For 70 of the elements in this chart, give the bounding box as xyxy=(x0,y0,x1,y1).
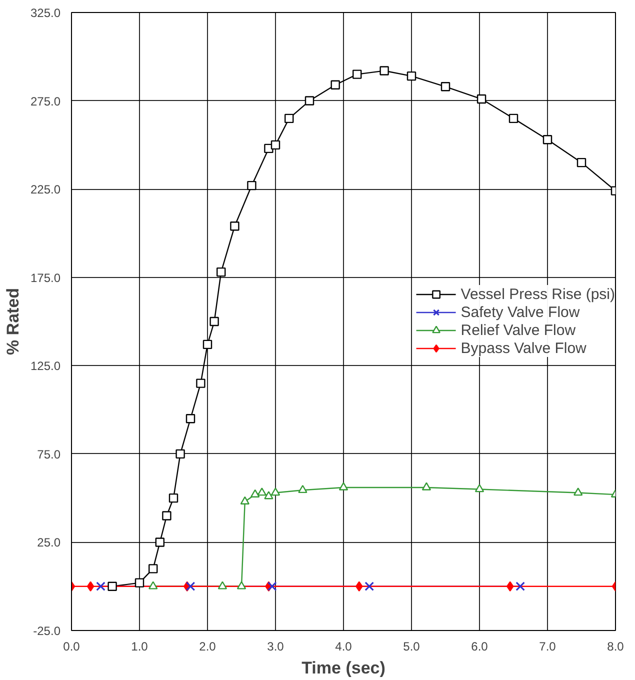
y-tick-label: 325.0 xyxy=(30,6,61,20)
point xyxy=(134,578,144,588)
point xyxy=(148,581,158,590)
legend-label: Safety Valve Flow xyxy=(460,303,580,321)
legend-label: Vessel Press Rise (psi) xyxy=(460,285,615,303)
point xyxy=(338,482,348,490)
point xyxy=(440,82,450,92)
x-tick-label: 2.0 xyxy=(199,640,216,654)
y-tick-label: 225.0 xyxy=(30,182,61,197)
legend-label: Relief Valve Flow xyxy=(460,321,576,339)
point xyxy=(542,135,552,144)
x-tick-label: 5.0 xyxy=(403,640,420,654)
point xyxy=(196,378,206,388)
y-tick-label: 125.0 xyxy=(30,359,61,374)
point xyxy=(202,340,212,350)
point xyxy=(250,489,260,498)
point xyxy=(264,491,274,500)
point xyxy=(508,114,518,124)
point xyxy=(218,581,228,590)
point xyxy=(284,114,294,124)
point xyxy=(168,493,178,503)
point xyxy=(162,511,172,520)
point xyxy=(516,582,525,592)
point xyxy=(216,267,226,277)
point xyxy=(270,488,280,496)
point xyxy=(148,564,158,574)
point xyxy=(304,96,314,106)
point xyxy=(96,582,106,592)
point xyxy=(330,80,340,90)
point xyxy=(240,496,250,505)
point xyxy=(406,71,416,81)
point xyxy=(247,180,256,190)
point xyxy=(257,488,266,496)
point xyxy=(155,538,164,547)
y-tick-label: 175.0 xyxy=(30,270,61,285)
point xyxy=(86,581,94,592)
point xyxy=(474,484,484,492)
point xyxy=(422,482,432,490)
x-axis-title: Time (sec) xyxy=(302,658,386,678)
point xyxy=(506,581,514,592)
point xyxy=(352,70,362,79)
point xyxy=(210,316,219,326)
point xyxy=(176,449,185,459)
point xyxy=(230,222,240,231)
y-tick-label: 75.0 xyxy=(37,447,61,462)
point xyxy=(298,484,308,494)
point xyxy=(186,414,196,424)
x-tick-label: 8.0 xyxy=(607,640,624,654)
point xyxy=(186,582,196,592)
y-tick-label: 25.0 xyxy=(37,536,61,550)
y-tick-label: 275.0 xyxy=(30,94,61,108)
y-axis-title: % Rated xyxy=(3,288,22,356)
point xyxy=(574,488,583,496)
x-tick-label: 6.0 xyxy=(471,640,488,654)
x-tick-label: 4.0 xyxy=(335,640,352,654)
point xyxy=(236,581,246,590)
point xyxy=(356,581,363,592)
point xyxy=(380,66,389,76)
point xyxy=(108,582,117,591)
point xyxy=(270,140,280,150)
point xyxy=(476,94,486,104)
x-tick-label: 3.0 xyxy=(267,640,284,654)
x-tick-label: 1.0 xyxy=(131,640,148,654)
y-tick-label: -25.0 xyxy=(33,624,61,638)
point xyxy=(576,158,586,168)
x-tick-label: 7.0 xyxy=(539,640,556,654)
point xyxy=(267,582,277,592)
x-tick-label: 0.0 xyxy=(63,640,80,654)
legend-label: Bypass Valve Flow xyxy=(460,339,586,357)
point xyxy=(364,582,374,592)
